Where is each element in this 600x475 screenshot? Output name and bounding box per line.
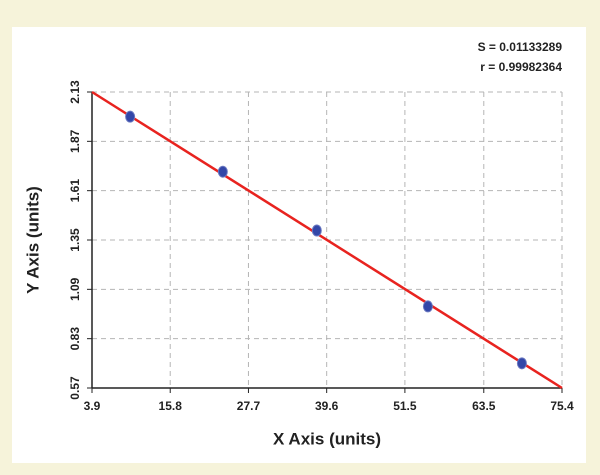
x-tick-label: 39.6 [315, 399, 339, 413]
x-tick-label: 15.8 [159, 399, 183, 413]
y-tick-label: 1.09 [68, 277, 82, 301]
point [311, 224, 322, 237]
y-tick-label: 0.83 [68, 327, 82, 351]
y-tick-label: 1.87 [68, 129, 82, 153]
y-tick-label: 0.57 [68, 376, 82, 400]
y-axis-title: Y Axis (units) [23, 186, 42, 294]
point [125, 110, 136, 123]
annotation: r = 0.99982364 [480, 60, 562, 74]
point [217, 165, 228, 178]
x-tick-label: 75.4 [550, 399, 574, 413]
x-tick-label: 3.9 [84, 399, 101, 413]
y-tick-label: 1.61 [68, 179, 82, 203]
y-tick-label: 2.13 [68, 80, 82, 104]
panel [12, 27, 586, 463]
fit-line [91, 90, 563, 390]
point [422, 300, 433, 313]
point [516, 357, 527, 370]
x-tick-label: 63.5 [472, 399, 496, 413]
annotation: S = 0.01133289 [478, 40, 563, 54]
x-axis-title: X Axis (units) [273, 429, 381, 448]
x-tick-label: 51.5 [393, 399, 417, 413]
y-tick-label: 1.35 [68, 228, 82, 252]
x-tick-label: 27.7 [237, 399, 261, 413]
